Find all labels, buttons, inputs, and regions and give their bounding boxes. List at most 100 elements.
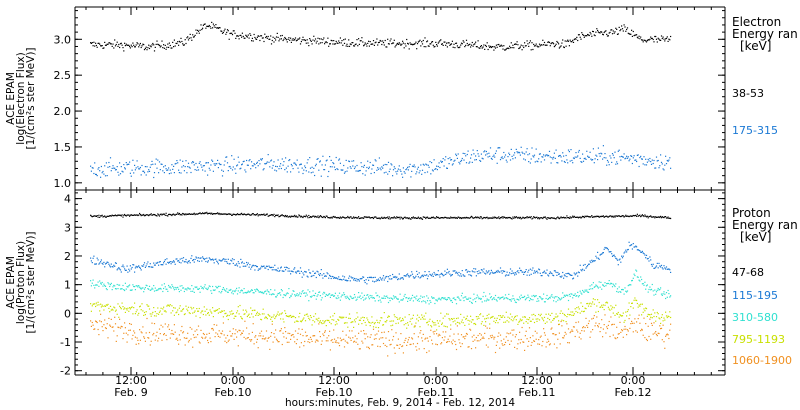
data-point [177, 339, 179, 341]
data-point [208, 332, 210, 334]
data-point [416, 217, 418, 219]
data-point [648, 288, 650, 291]
data-point [606, 302, 609, 304]
data-point [122, 306, 124, 308]
data-point [247, 262, 249, 264]
data-point [642, 311, 644, 313]
data-point [356, 39, 358, 41]
data-point [293, 268, 295, 270]
data-point [513, 318, 515, 320]
data-point [480, 298, 482, 300]
data-point [110, 318, 112, 320]
data-point [352, 277, 354, 279]
data-point [491, 299, 493, 301]
data-point [357, 170, 359, 172]
data-point [272, 215, 274, 217]
legend-entry: 175-315 [732, 124, 778, 137]
data-point [188, 37, 190, 39]
data-point [523, 322, 525, 324]
data-point [305, 170, 307, 172]
data-point [449, 319, 451, 321]
data-point [601, 253, 603, 255]
data-point [453, 160, 455, 162]
data-point [153, 323, 156, 325]
data-point [217, 261, 219, 263]
data-point [231, 260, 233, 262]
data-point [225, 258, 227, 260]
data-point [201, 166, 203, 168]
data-point [509, 272, 511, 274]
data-point [308, 338, 310, 340]
data-point [643, 253, 645, 255]
data-point [162, 47, 164, 49]
data-point [286, 267, 288, 269]
data-point [202, 332, 204, 335]
data-point [528, 269, 530, 271]
data-point [173, 213, 175, 215]
data-point [607, 161, 609, 163]
y-tick-label: -2 [60, 365, 71, 378]
data-point [382, 167, 384, 169]
data-point [444, 336, 446, 338]
data-point [427, 340, 429, 342]
data-point [553, 270, 555, 272]
data-point [498, 147, 500, 149]
data-point [590, 33, 592, 35]
data-point [341, 339, 343, 341]
data-point [239, 168, 241, 170]
data-point [231, 310, 233, 312]
data-point [154, 264, 156, 266]
data-point [651, 265, 653, 267]
data-point [219, 336, 221, 338]
data-point [450, 275, 452, 277]
data-point [294, 214, 296, 216]
data-point [122, 47, 124, 49]
data-point [339, 37, 341, 39]
data-point [491, 46, 493, 48]
data-point [309, 315, 312, 317]
data-point [431, 275, 433, 277]
data-point [260, 265, 263, 267]
data-point [577, 275, 579, 277]
data-point [190, 306, 192, 308]
data-point [148, 170, 151, 172]
data-point [415, 173, 417, 175]
data-point [231, 258, 234, 260]
data-point [347, 167, 349, 169]
data-point [504, 270, 506, 272]
data-point [385, 46, 387, 48]
data-point [531, 42, 533, 44]
data-point [593, 303, 595, 305]
data-point [236, 265, 239, 267]
data-point [262, 265, 264, 267]
data-point [93, 41, 95, 43]
data-point [241, 36, 243, 38]
data-point [101, 281, 103, 284]
data-point [547, 298, 549, 300]
data-point [568, 314, 570, 316]
data-point [550, 321, 552, 323]
data-point [581, 310, 583, 312]
data-point [557, 41, 559, 44]
data-point [288, 159, 290, 162]
data-point [122, 216, 124, 218]
data-point [537, 161, 539, 163]
data-point [514, 152, 516, 154]
data-point [441, 272, 443, 274]
data-point [114, 285, 116, 287]
data-point [645, 254, 648, 256]
data-point [386, 46, 388, 48]
data-point [339, 316, 341, 318]
data-point [326, 215, 328, 217]
data-point [298, 294, 300, 296]
data-point [251, 37, 253, 39]
data-point [151, 313, 153, 315]
data-point [595, 154, 597, 156]
data-point [302, 216, 304, 219]
data-point [304, 320, 307, 322]
data-point [338, 319, 340, 321]
data-point [288, 216, 290, 218]
data-point [248, 160, 250, 162]
data-point [323, 291, 325, 293]
data-point [658, 38, 660, 40]
